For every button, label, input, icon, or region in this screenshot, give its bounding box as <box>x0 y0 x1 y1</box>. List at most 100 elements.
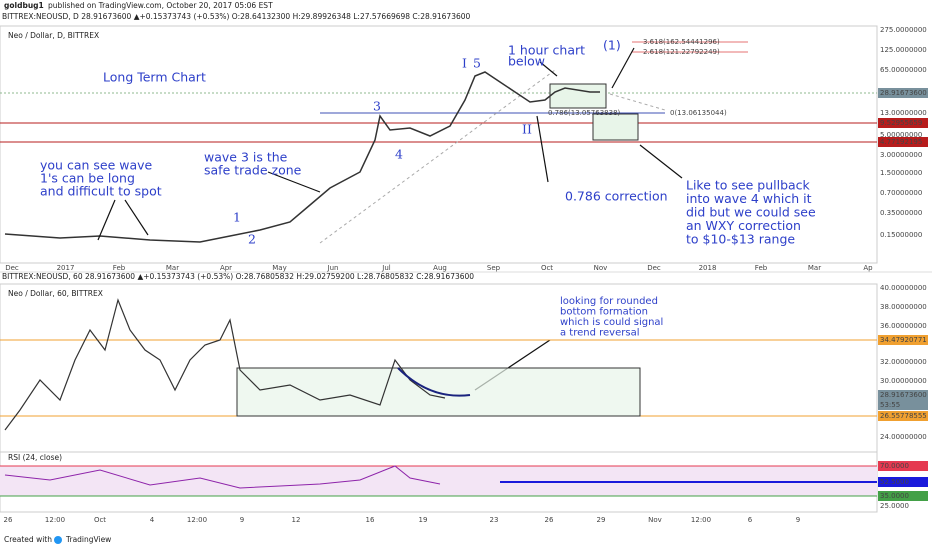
daily-pane <box>0 25 878 264</box>
price-tag <box>878 411 928 421</box>
time-axis-label: 6 <box>748 516 753 524</box>
annotation: looking for rounded <box>560 296 658 307</box>
time-axis-label: 12:00 <box>187 516 207 524</box>
time-axis-label: Nov <box>594 264 608 272</box>
annotation: wave 3 is the <box>204 150 288 165</box>
time-axis-label: 2017 <box>57 264 75 272</box>
annotation: Like to see pullback <box>686 178 811 193</box>
time-axis-label: 12 <box>292 516 301 524</box>
wave-label: 5 <box>473 56 481 71</box>
price-tag-label: 28.91673600 <box>880 391 927 399</box>
pane-legend: Neo / Dollar, 60, BITTREX <box>8 289 103 298</box>
price-tag <box>878 400 928 410</box>
brand: TradingView <box>65 535 111 544</box>
annotation: 1 hour chart <box>508 43 585 58</box>
annotation: which is could signal <box>560 317 663 328</box>
correction-box <box>592 113 639 141</box>
rounded-bottom <box>397 367 471 397</box>
time-axis-label: Oct <box>94 516 106 524</box>
trend-line <box>319 69 556 244</box>
fib-label: 0.786(13.05763838) <box>548 109 621 117</box>
rsi-axis-label: 25.0000 <box>880 502 909 510</box>
price-tag <box>878 137 928 147</box>
time-axis-label: Nov <box>648 516 662 524</box>
price-axis-label: 1.50000000 <box>880 169 922 177</box>
price-axis-label: 3.00000000 <box>880 151 922 159</box>
price-tag <box>878 335 928 345</box>
price-axis-label: 13.00000000 <box>880 109 927 117</box>
fib-label: 3.618(162.54441296) <box>643 38 720 46</box>
price-axis-label: 0.35000000 <box>880 209 922 217</box>
time-axis-label: 26 <box>545 516 554 524</box>
wave-label: I <box>462 56 467 71</box>
annotation: Long Term Chart <box>103 70 206 85</box>
wave-label: 3 <box>373 99 381 114</box>
annotation: did but we could see <box>686 205 816 220</box>
time-axis-label: Feb <box>755 264 768 272</box>
price-axis-label: 0.15000000 <box>880 231 922 239</box>
annotation: 1's can be long <box>40 171 135 186</box>
time-axis-label: 2018 <box>699 264 717 272</box>
price-axis-label: 40.00000000 <box>880 284 927 292</box>
price-axis-label: 32.00000000 <box>880 358 927 366</box>
price-tag <box>878 461 928 471</box>
price-tag-label: 9.52955659 <box>880 119 922 127</box>
price-tag <box>878 491 928 501</box>
price-axis-label: 275.0000000 <box>880 26 927 34</box>
time-axis-label: Dec <box>5 264 19 272</box>
rsi-line <box>4 465 441 489</box>
time-axis-label: 29 <box>597 516 606 524</box>
time-axis-label: 26 <box>4 516 13 524</box>
time-axis-label: Mar <box>808 264 821 272</box>
hourly-pane <box>0 283 878 513</box>
annotation: a trend reversal <box>560 328 639 339</box>
price-candles <box>4 298 446 431</box>
price-tag-label: 28.91673600 <box>880 89 927 97</box>
time-axis-label: Jun <box>327 264 339 272</box>
indicator-label: RSI (24, close) <box>8 453 62 462</box>
price-tag-label: 52.5000 <box>880 478 909 486</box>
wave-label: 2 <box>248 232 256 247</box>
annotation: and difficult to spot <box>40 184 162 199</box>
price-tag-label: 34.47920771 <box>880 336 927 344</box>
price-tag <box>878 390 928 400</box>
price-tag-label: 26.55778555 <box>880 412 927 420</box>
time-axis-label: May <box>272 264 286 272</box>
annotation: you can see wave <box>40 158 153 173</box>
time-axis-label: Sep <box>487 264 501 272</box>
time-axis-label: Dec <box>647 264 661 272</box>
time-axis-label: Mar <box>166 264 179 272</box>
annotation: below <box>508 54 545 69</box>
price-tag <box>878 118 928 128</box>
price-tag <box>878 477 928 487</box>
fib-label: 2.618(121.22792249) <box>643 48 720 56</box>
price-axis-label: 24.00000000 <box>880 433 927 441</box>
annotation: safe trade zone <box>204 163 302 178</box>
time-axis-label: 16 <box>366 516 375 524</box>
price-axis-label: 65.00000000 <box>880 66 927 74</box>
pane-legend: Neo / Dollar, D, BITTREX <box>8 31 99 40</box>
time-axis-label: 23 <box>490 516 499 524</box>
annotation: into wave 4 which it <box>686 191 812 206</box>
time-axis-label: 4 <box>150 516 155 524</box>
time-axis-label: Apr <box>220 264 232 272</box>
author: goldbug1 <box>4 1 44 10</box>
price-tag-label: 35.0000 <box>880 492 909 500</box>
price-tag <box>878 88 928 98</box>
time-axis-label: Feb <box>113 264 126 272</box>
price-axis-label: 30.00000000 <box>880 377 927 385</box>
time-axis-label: 9 <box>240 516 244 524</box>
price-tag-label: 70.0000 <box>880 462 909 470</box>
time-axis-label: Oct <box>541 264 553 272</box>
price-axis-label: 38.00000000 <box>880 303 927 311</box>
wave-label: II <box>522 122 532 137</box>
published: published on TradingView.com, October 20… <box>48 1 273 10</box>
annotation: an WXY correction <box>686 218 801 233</box>
time-axis-label: Ap <box>863 264 873 272</box>
time-axis-label: 12:00 <box>691 516 711 524</box>
time-axis-label: Aug <box>433 264 447 272</box>
symbol-info: BITTREX:NEOUSD, 60 28.91673600 ▲+0.15373… <box>2 272 474 281</box>
wave-label: 1 <box>233 210 241 225</box>
